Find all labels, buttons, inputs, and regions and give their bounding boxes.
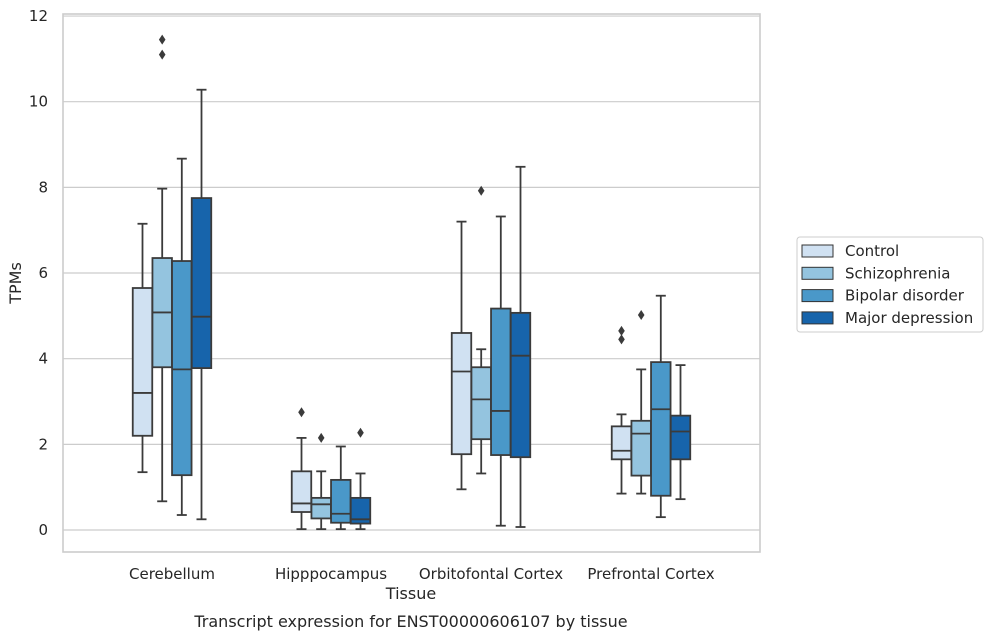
box-plot-element [171,157,193,516]
box-plot-element [349,427,372,531]
outlier-point [298,407,305,418]
box-plot-element [669,364,692,501]
outlier-point [317,432,325,443]
box-iqr [131,287,154,437]
box-plot-element [650,294,672,519]
box-plot-element [290,407,313,531]
outlier-point [477,185,485,196]
y-tick-label: 0 [38,521,48,539]
x-tick-label: Hipppocampus [275,565,387,583]
x-tick-labels: Cerebellum Hipppocampus Orbitofontal Corte… [129,565,715,583]
x-tick-label: Cerebellum [129,565,215,583]
box-iqr [470,366,492,441]
outlier-point [357,427,364,438]
box-iqr [310,496,332,520]
chart-caption: Transcript expression for ENST0000060610… [193,612,627,631]
y-axis-label: TPMs [6,262,25,305]
box-iqr [610,425,633,461]
outlier-point [158,49,166,60]
box-plot-element [131,222,154,474]
box-plot-element [151,34,173,503]
y-tick-label: 10 [29,93,48,111]
y-tick-label: 4 [38,350,48,368]
outlier-point [618,325,625,336]
box-plot-element [190,88,213,521]
boxes [131,34,692,531]
x-tick-label: Orbitofontal Cortex [419,565,563,583]
legend-label: Major depression [845,309,973,327]
legend: Control Schizophrenia Bipolar disorder Majo… [796,236,984,333]
outlier-point [637,309,645,320]
legend-swatch [801,311,834,325]
box-plot-element [310,432,332,531]
box-iqr [349,496,372,525]
y-tick-label: 6 [38,264,48,282]
box-iqr [650,361,672,497]
box-plot-element [610,325,633,495]
y-tick-label: 12 [29,7,48,25]
box-iqr [669,414,692,461]
outlier-point [618,334,625,345]
legend-swatch [801,244,834,258]
box-iqr [171,260,193,477]
legend-frame [796,236,984,333]
y-tick-labels: 0 2 4 6 8 10 12 [29,7,48,539]
x-tick-label: Prefrontal Cortex [587,565,714,583]
box-iqr [509,311,532,459]
legend-label: Schizophrenia [845,264,950,282]
legend-label: Bipolar disorder [845,287,965,305]
box-iqr [330,478,352,524]
box-plot-element [630,309,652,495]
box-plot-element [509,165,532,528]
legend-swatch [801,266,834,280]
box-iqr [490,307,512,456]
box-plot-element [490,215,512,527]
legend-label: Control [845,242,899,260]
box-iqr [290,470,313,513]
x-axis-label: Tissue [385,584,436,603]
box-plot-element [450,220,473,491]
box-iqr [450,332,473,456]
outlier-point [158,34,166,45]
legend-swatch [801,289,834,303]
box-iqr [190,197,213,370]
y-tick-label: 8 [38,178,48,196]
box-iqr [630,419,652,477]
plot-frame [62,13,761,553]
box-plot-element [330,445,352,531]
box-plot-element [470,185,492,475]
y-tick-label: 2 [38,435,48,453]
